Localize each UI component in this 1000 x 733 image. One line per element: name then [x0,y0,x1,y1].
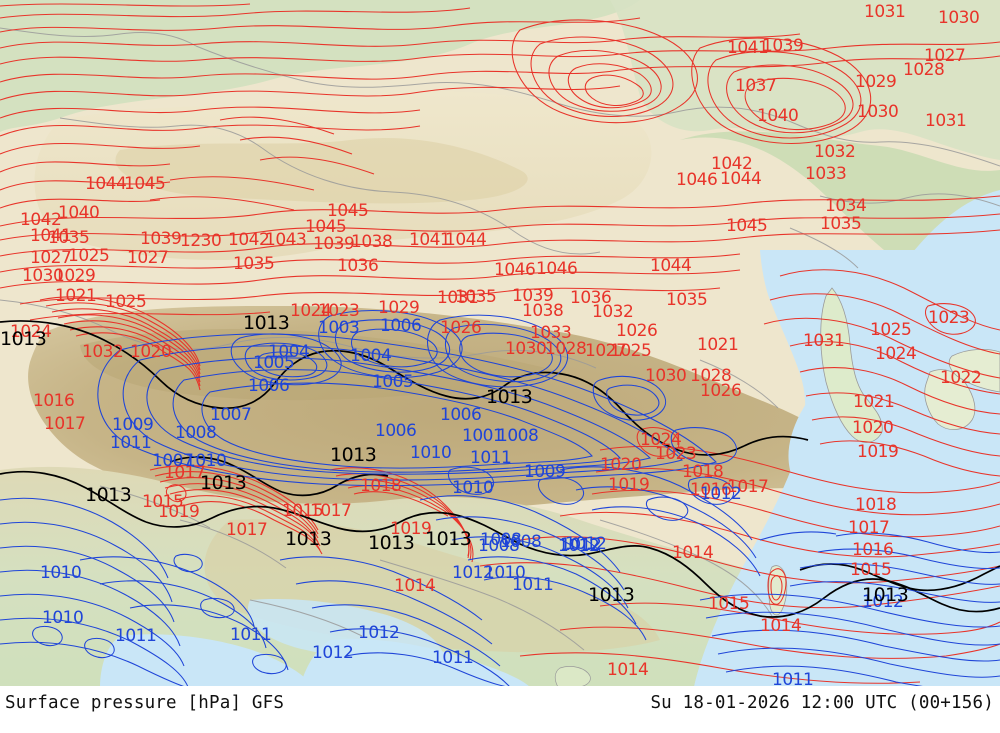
footer-valid-time-label: Su 18-01-2026 12:00 UTC (00+156) [650,693,994,713]
low-pressure-contours [0,310,1000,687]
map-footer: Surface pressure [hPa] GFS Su 18-01-2026… [0,687,1000,733]
map-footer-divider [0,686,1000,687]
surface-pressure-map[interactable]: 1031 1030 1041 1039 1027 1028 1037 1029 1040 1030… [0,0,1000,687]
reference-isobar-1013 [0,320,1000,618]
high-pressure-contours [0,3,1000,684]
map-canvas [0,0,1000,687]
ocean-fill-b [694,444,800,687]
terrain-plateau-high [80,328,570,401]
terrain-desert-core [115,138,528,204]
landmass-shikoku [948,348,1000,393]
landmass-hainan [554,666,591,687]
terrain-north-green [0,0,640,132]
footer-variable-label: Surface pressure [hPa] GFS [5,693,285,713]
